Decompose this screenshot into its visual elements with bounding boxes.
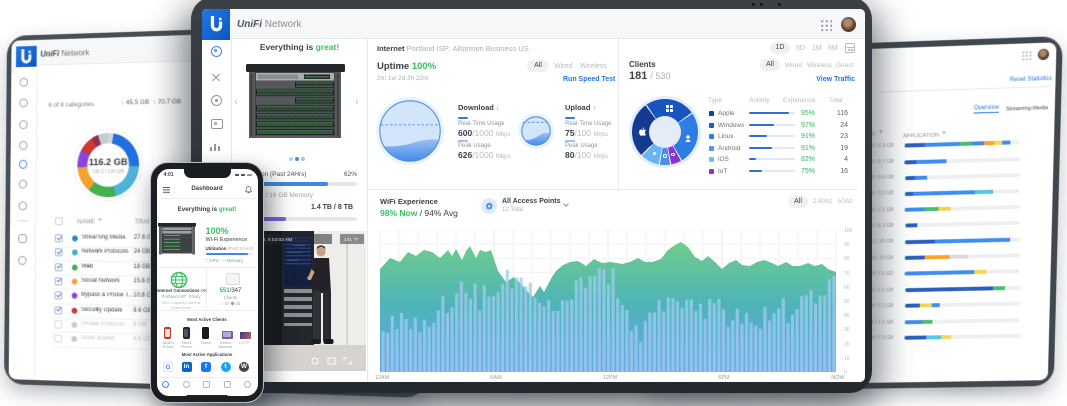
- svg-text:141 °F: 141 °F: [344, 237, 358, 243]
- svg-text:R: 2/25/20, 9:53:03 AM: R: 2/25/20, 9:53:03 AM: [243, 237, 292, 243]
